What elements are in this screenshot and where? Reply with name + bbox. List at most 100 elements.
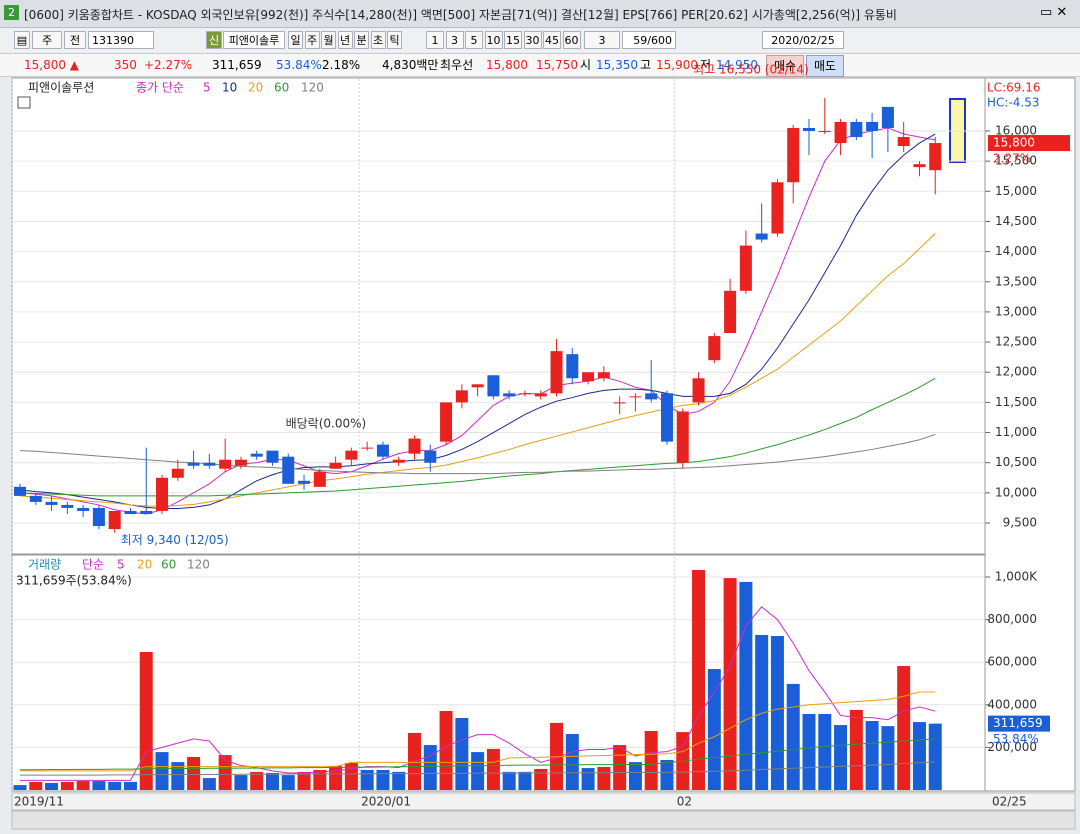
legend-entry: 120 — [301, 81, 324, 95]
volume-bar — [739, 581, 753, 790]
candle-body — [866, 121, 879, 131]
y-tick-label: 15,000 — [995, 184, 1037, 198]
period-button[interactable]: 년 — [337, 31, 353, 49]
volume-bar — [265, 772, 279, 790]
window-title: [0600] 키움종합차트 - KOSDAQ 외국인보유[992(천)] 주식수… — [24, 8, 897, 22]
volume-bar — [597, 766, 611, 790]
volume-bar — [802, 713, 816, 790]
candle-body — [613, 402, 626, 404]
annotation-low: 최저 9,340 (12/05) — [121, 533, 229, 547]
volume-bar — [344, 762, 358, 790]
y-tick-label: 1,000K — [995, 570, 1038, 584]
window-controls[interactable]: ▭ ✕ — [1040, 5, 1068, 20]
candle-body — [881, 106, 894, 128]
interval-button[interactable]: 3 — [445, 31, 464, 49]
interval-button[interactable]: 60 — [562, 31, 581, 49]
annotation-dividend: 배당락(0.00%) — [286, 417, 367, 431]
right-axis — [984, 77, 1076, 792]
y-tick-label: 13,500 — [995, 274, 1037, 288]
candle-body — [77, 507, 90, 511]
volume-bar — [171, 762, 185, 790]
candle-body — [14, 486, 26, 496]
x-tick-label: 2020/01 — [361, 795, 411, 809]
y-tick-label: 400,000 — [987, 697, 1037, 711]
candle-body — [487, 375, 500, 397]
volume-bar — [439, 710, 453, 790]
info-best-bid: 15,750 — [536, 58, 578, 72]
candle-body — [534, 393, 547, 397]
volume-bar — [502, 771, 516, 790]
period-button[interactable]: 월 — [321, 31, 336, 49]
candle-body — [566, 354, 579, 379]
interval-button[interactable]: 10 — [484, 31, 503, 49]
price-tag: 15,800 — [993, 136, 1035, 150]
buy-button[interactable]: 매수 — [766, 55, 804, 77]
y-tick-label: 10,000 — [995, 485, 1037, 499]
interval-button[interactable]: 5 — [465, 31, 483, 49]
interval-select[interactable]: 3 — [584, 31, 620, 49]
new-badge[interactable]: 신 — [206, 31, 222, 49]
ma-line — [19, 433, 936, 475]
annotation-hc: HC:-4.53 — [987, 96, 1040, 110]
candle-body — [171, 468, 184, 478]
ma-line — [19, 133, 936, 510]
volume-bar — [770, 636, 784, 790]
volume-bar — [565, 733, 579, 790]
candle-body — [913, 164, 926, 168]
volume-bar — [628, 762, 642, 790]
volume-tag-box — [988, 715, 1050, 732]
volume-bar — [881, 726, 895, 790]
annotation-lc: LC:69.16 — [987, 81, 1040, 95]
volume-bar — [755, 634, 769, 790]
sell-button[interactable]: 매도 — [806, 55, 844, 77]
x-tick-label: 2019/11 — [14, 795, 64, 809]
period-button[interactable]: 분 — [354, 31, 369, 49]
period-button[interactable]: 틱 — [387, 31, 402, 49]
candle-body — [645, 393, 658, 400]
info-low-label: 저 — [700, 58, 712, 72]
candle-body — [187, 462, 200, 466]
candle-body — [392, 459, 405, 463]
stock-name[interactable]: 피앤이솔루 — [223, 31, 285, 49]
volume-bar — [108, 781, 122, 790]
interval-button[interactable]: 1 — [426, 31, 444, 49]
volume-bar — [834, 725, 848, 790]
y-tick-label: 11,500 — [995, 395, 1037, 409]
candle-body — [345, 450, 358, 460]
y-tick-label: 800,000 — [987, 612, 1037, 626]
volume-bar — [376, 769, 390, 790]
y-tick-label: 15,500 — [995, 154, 1037, 168]
y-tick-label: 12,000 — [995, 365, 1037, 379]
volume-bar — [581, 768, 595, 790]
candle-body — [61, 504, 74, 508]
volume-bar — [392, 771, 406, 790]
interval-button[interactable]: 30 — [523, 31, 542, 49]
tool-icon[interactable]: ▤ — [14, 31, 30, 49]
scrollbar[interactable] — [11, 810, 1076, 830]
x-tick-label: 02 — [677, 795, 692, 809]
candle-body — [582, 372, 595, 382]
interval-button[interactable]: 45 — [543, 31, 561, 49]
volume-bar — [928, 723, 942, 790]
interval-button[interactable]: 15 — [504, 31, 522, 49]
info-open: 15,350 — [596, 58, 638, 72]
candle-body — [755, 233, 768, 240]
volume-bar — [360, 769, 374, 790]
period-button[interactable]: 일 — [288, 31, 303, 49]
mode-select[interactable]: 전 — [64, 31, 86, 49]
period-button[interactable]: 주 — [304, 31, 320, 49]
candle-body — [376, 444, 389, 457]
volume-bar — [707, 669, 721, 790]
candle-body — [140, 510, 153, 514]
count[interactable]: 59/600 — [622, 31, 676, 49]
market-select[interactable]: 주 — [32, 31, 62, 49]
code-input[interactable]: 131390 — [88, 31, 154, 49]
date-input[interactable]: 2020/02/25 — [762, 31, 844, 49]
y-tick-label: 600,000 — [987, 655, 1037, 669]
legend-entry: 5 — [117, 558, 125, 572]
period-button[interactable]: 초 — [370, 31, 386, 49]
volume-bar — [471, 752, 485, 790]
volume-bar — [849, 709, 863, 790]
annotation-high: 최고 16,550 (02/14) — [693, 62, 809, 76]
